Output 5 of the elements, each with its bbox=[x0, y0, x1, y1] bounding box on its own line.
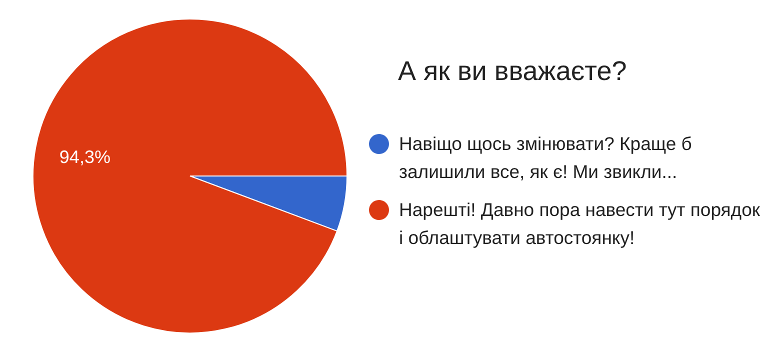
data-label: 94,3% bbox=[59, 146, 110, 167]
legend-label: Нарешті! Давно пора навести тут порядок і облаштувати автостоянку! bbox=[399, 198, 761, 250]
text: А як ви вважаєте? bbox=[398, 56, 627, 87]
legend-label: Навіщо щось змінювати? Краще б залишили все, як є! Ми звикли... bbox=[399, 132, 693, 184]
pie-slice bbox=[32, 18, 348, 334]
